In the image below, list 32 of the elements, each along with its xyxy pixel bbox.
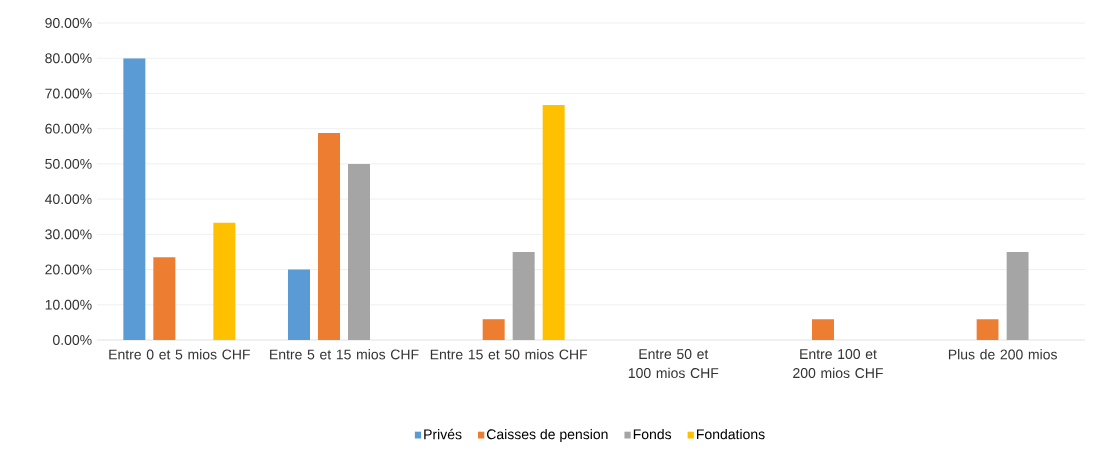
x-tick-label: Plus de 200 mios: [948, 349, 1057, 360]
legend-label: Caisses de pension: [486, 428, 608, 443]
bar: [348, 163, 370, 340]
y-tick-label: 30.00%: [45, 229, 92, 240]
bar: [153, 257, 176, 340]
x-tick-label: Entre 100 et 200 mios CHF: [793, 349, 883, 379]
bar: [512, 251, 535, 340]
y-tick-label: 10.00%: [45, 299, 92, 310]
y-tick-label: 90.00%: [45, 18, 92, 28]
bar: [288, 269, 311, 340]
x-tick-label: Entre 15 et 50 mios CHF: [430, 349, 588, 360]
x-tick-label: Entre 50 et 100 mios CHF: [628, 349, 719, 379]
y-tick-label: 70.00%: [45, 88, 92, 99]
bar: [213, 222, 236, 340]
legend-label: Fonds: [633, 428, 672, 440]
legend-label: Fondations: [697, 428, 765, 440]
bar: [811, 319, 834, 340]
bar: [1006, 251, 1029, 340]
x-tick-label: Entre 0 et 5 mios CHF: [109, 349, 250, 360]
bar: [482, 319, 505, 340]
y-tick-label: 0.00%: [53, 335, 92, 345]
bar: [542, 105, 565, 340]
x-tick-label: Entre 5 et 15 mios CHF: [270, 349, 419, 360]
legend-label: Privés: [424, 428, 462, 440]
y-tick-label: 20.00%: [45, 264, 92, 275]
y-tick-label: 60.00%: [45, 123, 92, 134]
y-tick-label: 40.00%: [44, 194, 92, 205]
bar: [123, 58, 146, 340]
y-tick-label: 80.00%: [45, 53, 92, 64]
bar: [318, 132, 340, 340]
y-tick-label: 50.00%: [45, 158, 92, 169]
bar: [976, 319, 999, 340]
